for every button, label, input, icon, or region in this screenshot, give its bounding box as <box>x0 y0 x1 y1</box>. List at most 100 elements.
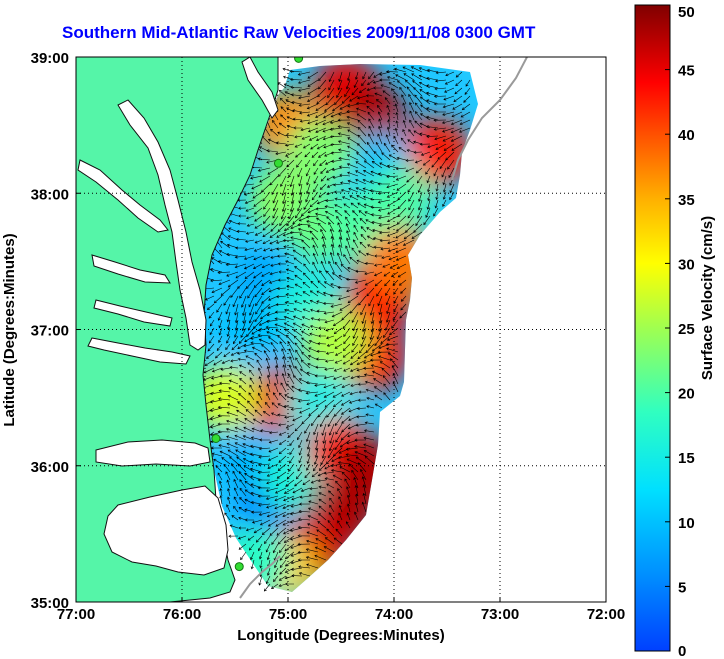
velocity-vector <box>350 375 359 380</box>
velocity-vector <box>251 510 263 514</box>
velocity-vector <box>245 527 255 532</box>
velocity-vector <box>298 502 311 506</box>
velocity-vector <box>290 93 303 97</box>
velocity-vector <box>319 159 327 166</box>
velocity-vector <box>281 183 287 196</box>
velocity-vector <box>367 244 375 249</box>
velocity-vector <box>306 220 319 225</box>
velocity-vector <box>297 167 303 178</box>
velocity-vector <box>408 93 415 105</box>
velocity-vector <box>289 439 295 447</box>
velocity-vector <box>338 496 343 505</box>
velocity-vector <box>272 191 279 204</box>
velocity-vector <box>259 438 271 442</box>
velocity-vector <box>387 239 399 245</box>
velocity-vector <box>315 365 327 369</box>
velocity-vector <box>409 119 415 129</box>
velocity-vector <box>346 237 351 249</box>
velocity-vector <box>337 222 343 233</box>
velocity-vector <box>294 342 303 353</box>
velocity-vector <box>233 496 239 505</box>
velocity-vector <box>299 233 311 241</box>
velocity-vector <box>395 74 407 81</box>
velocity-vector <box>397 271 407 278</box>
velocity-vector <box>231 515 239 521</box>
velocity-vector <box>239 497 247 505</box>
velocity-vector <box>392 311 399 321</box>
velocity-vector <box>401 94 407 105</box>
velocity-vector <box>352 335 359 347</box>
velocity-vector <box>241 295 247 308</box>
velocity-vector <box>310 479 319 484</box>
velocity-vector <box>382 263 391 268</box>
velocity-vector <box>347 295 359 304</box>
velocity-vector <box>307 71 319 79</box>
velocity-vector <box>399 311 407 319</box>
velocity-vector <box>349 303 359 314</box>
velocity-vector <box>346 163 359 169</box>
velocity-vector <box>386 183 399 189</box>
velocity-vector <box>279 551 287 561</box>
velocity-vector <box>250 175 263 180</box>
velocity-vector <box>443 143 455 151</box>
velocity-vector <box>375 141 383 153</box>
velocity-vector <box>465 79 471 87</box>
velocity-vector <box>221 359 231 364</box>
velocity-vector <box>295 292 303 297</box>
velocity-vector <box>386 303 391 315</box>
velocity-vector <box>389 263 399 269</box>
velocity-vector <box>298 439 303 449</box>
velocity-vector <box>305 556 319 561</box>
velocity-vector <box>373 151 383 161</box>
velocity-vector <box>269 527 279 536</box>
velocity-vector <box>225 263 239 267</box>
velocity-vector <box>300 359 311 369</box>
velocity-vector <box>300 487 311 492</box>
velocity-vector <box>306 399 319 406</box>
velocity-vector <box>358 87 367 93</box>
velocity-vector <box>313 423 319 436</box>
velocity-vector <box>341 196 351 201</box>
velocity-vector <box>227 449 239 457</box>
velocity-vector <box>334 261 343 273</box>
velocity-vector <box>260 429 271 433</box>
velocity-vector <box>253 271 263 279</box>
velocity-vector <box>252 263 263 269</box>
velocity-vector <box>238 335 247 344</box>
velocity-vector <box>308 347 319 353</box>
velocity-vector <box>266 374 271 385</box>
velocity-vector <box>269 239 279 245</box>
velocity-vector <box>322 243 327 257</box>
velocity-vector <box>363 443 375 449</box>
velocity-vector <box>370 364 383 369</box>
velocity-vector <box>276 231 287 238</box>
velocity-vector <box>301 135 311 140</box>
velocity-vector <box>356 375 367 379</box>
velocity-vector <box>377 111 383 121</box>
velocity-vector <box>233 478 239 489</box>
velocity-vector <box>278 439 287 445</box>
velocity-vector <box>435 191 439 201</box>
velocity-vector <box>258 447 271 451</box>
velocity-vector <box>267 519 279 527</box>
velocity-vector <box>230 359 239 363</box>
velocity-vector <box>278 423 287 427</box>
velocity-vector <box>305 391 319 395</box>
velocity-vector <box>386 231 399 237</box>
velocity-vector <box>340 431 351 441</box>
velocity-vector <box>217 472 223 481</box>
velocity-vector <box>238 526 246 530</box>
velocity-vector <box>204 359 215 366</box>
velocity-vector <box>282 239 295 243</box>
velocity-vector <box>341 407 351 415</box>
velocity-vector <box>355 493 359 505</box>
colorbar-tick-label: 25 <box>678 321 695 338</box>
velocity-vector <box>413 140 423 145</box>
velocity-vector <box>405 167 415 173</box>
velocity-vector <box>358 210 367 217</box>
velocity-vector <box>373 71 383 78</box>
velocity-vector <box>353 476 359 489</box>
velocity-vector <box>419 89 431 97</box>
velocity-vector <box>243 343 255 348</box>
velocity-vector <box>318 326 327 330</box>
